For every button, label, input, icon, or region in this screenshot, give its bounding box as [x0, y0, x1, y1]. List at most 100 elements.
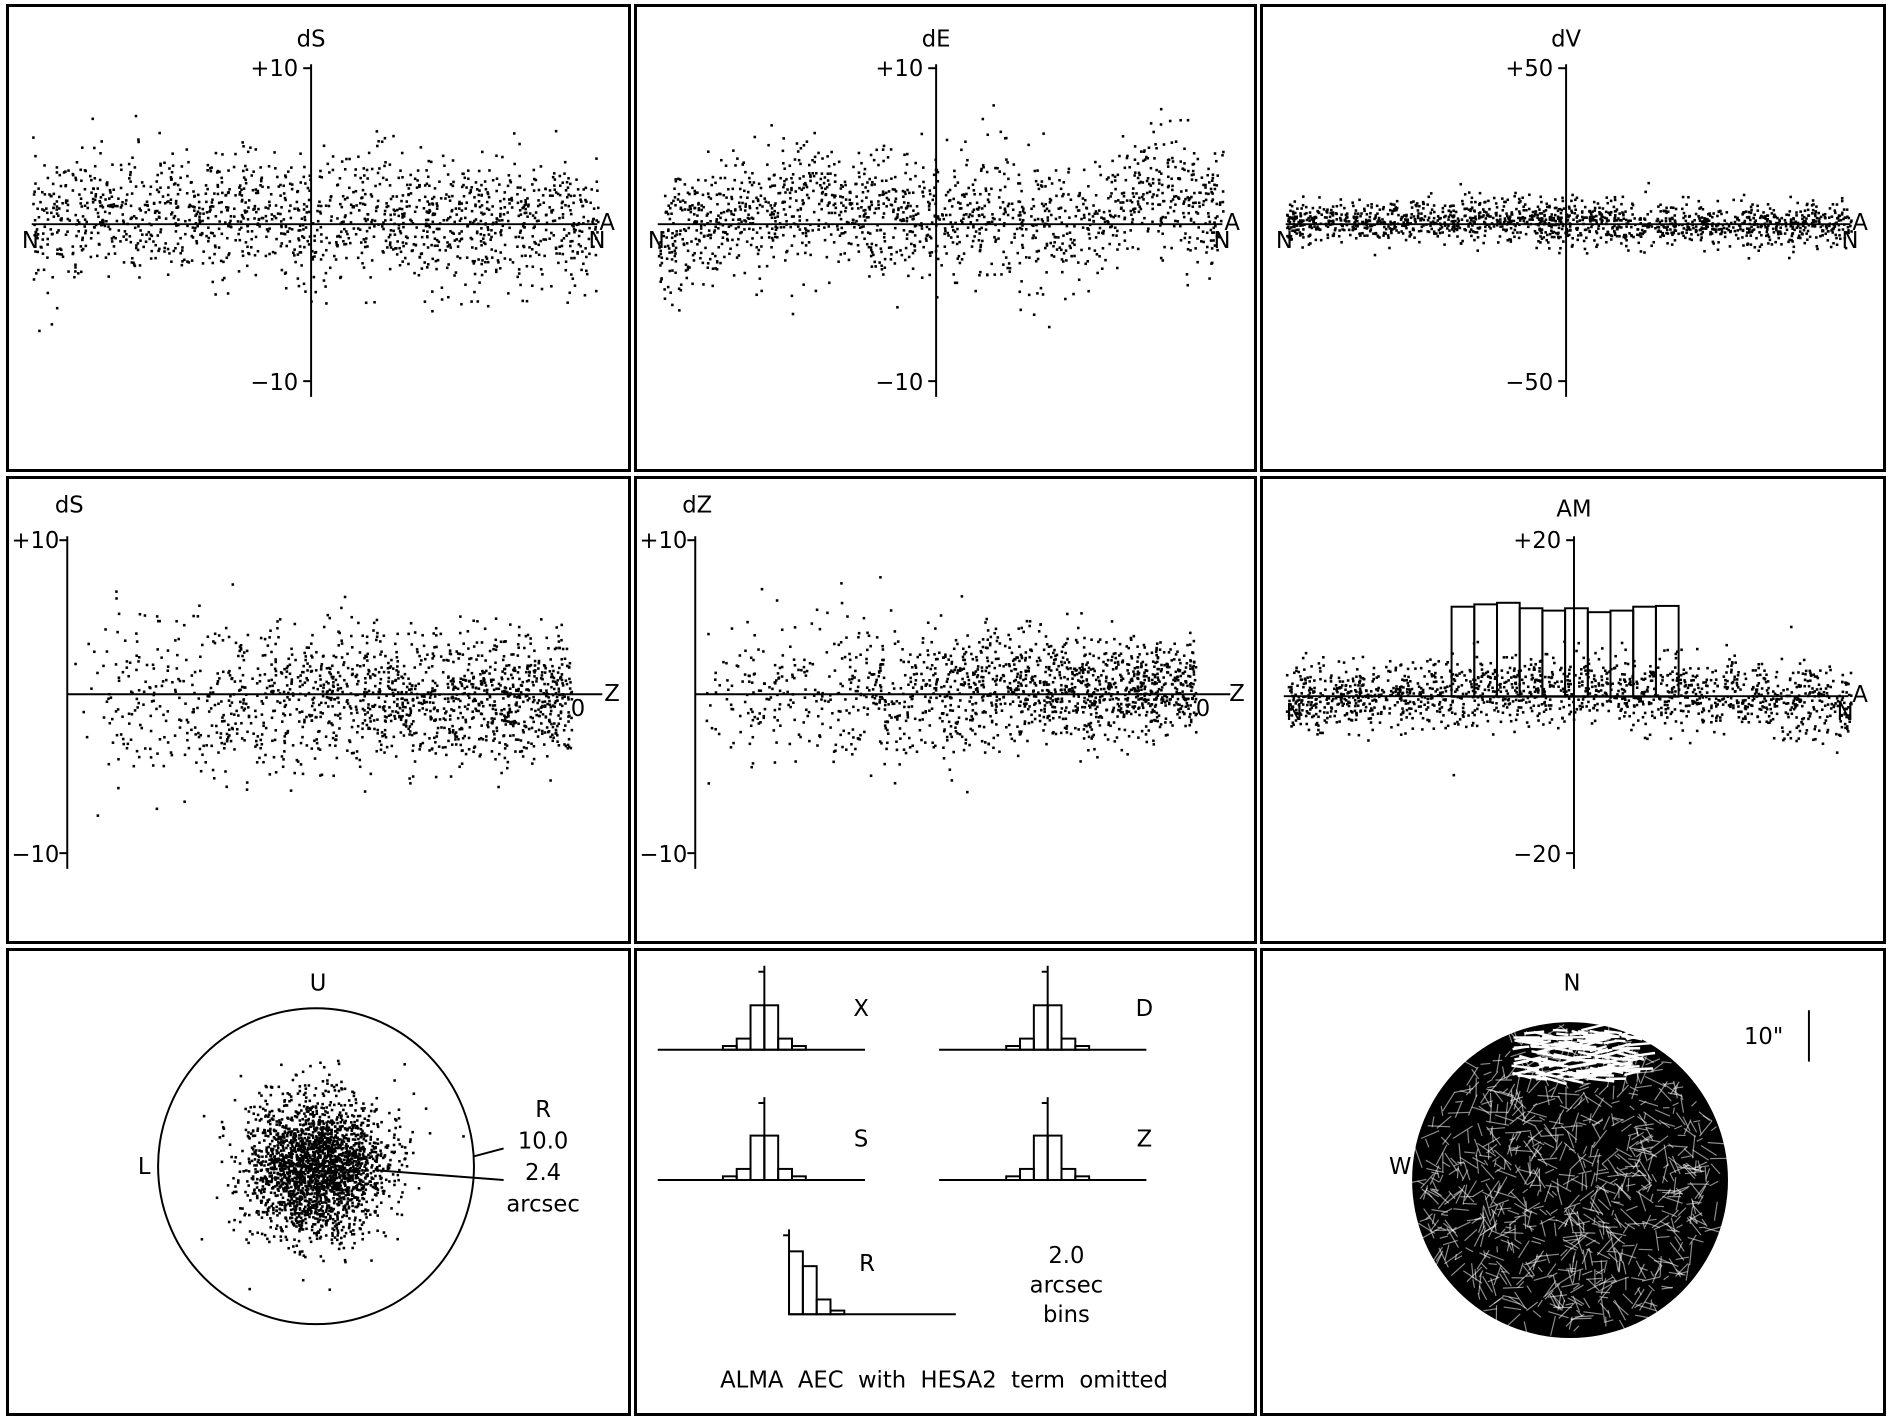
scatter-point: [1061, 242, 1064, 245]
scatter-point: [295, 200, 299, 204]
scatter-point: [764, 200, 768, 204]
scatter-point: [174, 202, 178, 205]
scatter-point: [1174, 203, 1177, 206]
scatter-point: [1839, 237, 1842, 241]
scatter-point: [363, 203, 367, 207]
scatter-point: [527, 674, 531, 677]
scatter-point: [1536, 205, 1540, 209]
scatter-point: [1649, 210, 1653, 213]
scatter-point: [293, 248, 296, 251]
scatter-point: [743, 189, 746, 193]
scatter-point: [569, 240, 572, 243]
scatter-point: [470, 209, 474, 213]
scatter-point: [1399, 218, 1403, 221]
scatter-point: [1630, 225, 1633, 229]
scatter-point: [130, 261, 134, 264]
scatter-point: [1815, 216, 1819, 220]
scatter-point: [1155, 194, 1159, 197]
scatter-point: [1510, 219, 1513, 223]
scatter-point: [432, 701, 435, 705]
scatter-point: [299, 152, 302, 155]
scatter-point: [1154, 143, 1157, 146]
scatter-point: [730, 195, 733, 199]
scatter-point: [1800, 232, 1804, 235]
scatter-point: [254, 191, 258, 195]
scatter-point: [830, 150, 833, 154]
scatter-point: [199, 233, 202, 236]
scatter-point: [1727, 228, 1730, 232]
scatter-point: [1211, 173, 1215, 177]
scatter-point: [340, 221, 344, 224]
scatter-point: [470, 186, 473, 189]
scatter-point: [1758, 216, 1762, 220]
scatter-point: [1318, 196, 1321, 199]
scatter-point: [521, 299, 525, 303]
scatter-point: [57, 229, 60, 232]
scatter-point: [383, 164, 386, 168]
plot-dS-vs-zenith: dS +10 −10 0 Z: [11, 493, 620, 869]
scatter-point: [185, 148, 189, 151]
scatter-point: [847, 258, 851, 262]
scatter-point: [1062, 192, 1065, 196]
scatter-point: [280, 206, 283, 209]
scatter-point: [512, 722, 516, 725]
scatter-point: [324, 204, 328, 208]
scatter-point: [1593, 239, 1596, 242]
scatter-point: [525, 670, 528, 674]
scatter-point: [1778, 219, 1781, 223]
scatter-point: [891, 188, 895, 191]
scatter-point: [1831, 231, 1835, 234]
scatter-point: [260, 733, 264, 736]
scatter-point: [1221, 153, 1224, 157]
scatter-point: [686, 249, 690, 253]
scatter-point: [404, 719, 408, 722]
scatter-point: [1701, 230, 1704, 234]
scatter-point: [1429, 192, 1433, 195]
scatter-point: [1115, 266, 1119, 270]
scatter-point: [132, 263, 136, 266]
scatter-point: [1455, 224, 1459, 227]
scatter-point: [1789, 218, 1793, 221]
scatter-point: [1017, 182, 1020, 185]
scatter-point: [1416, 214, 1420, 218]
scatter-point: [108, 197, 111, 200]
scatter-point: [793, 158, 797, 161]
scatter-point: [1764, 217, 1767, 221]
scatter-point: [1699, 206, 1703, 209]
scatter-point: [244, 201, 247, 204]
scatter-point: [971, 214, 974, 218]
scatter-point: [1600, 213, 1604, 216]
scatter-point: [308, 189, 311, 192]
scatter-point: [913, 243, 916, 247]
scatter-point: [701, 261, 705, 265]
scatter-point: [1297, 220, 1300, 224]
scatter-point: [1202, 240, 1205, 244]
scatter-point: [322, 625, 326, 629]
scatter-point: [1540, 200, 1543, 204]
scatter-point: [679, 229, 682, 232]
scatter-point: [977, 238, 981, 242]
scatter-point: [473, 272, 477, 276]
scatter-point: [542, 238, 545, 241]
scatter-point: [1696, 233, 1700, 237]
scatter-point: [1749, 218, 1752, 222]
scatter-point: [1708, 214, 1712, 217]
scatter-point: [33, 233, 36, 237]
scatter-point: [1560, 208, 1564, 212]
scatter-point: [860, 206, 863, 209]
scatter-point: [148, 237, 151, 241]
scatter-point: [1689, 228, 1692, 231]
scatter-point: [714, 254, 717, 258]
scatter-point: [241, 141, 244, 144]
scatter-point: [80, 179, 83, 183]
scatter-point: [1050, 253, 1054, 257]
plot-dS-vs-azimuth: dS +10 −10 N N A: [22, 26, 615, 397]
scatter-point: [213, 192, 216, 195]
scatter-point: [1790, 238, 1793, 242]
scatter-point: [297, 208, 301, 212]
scatter-point: [247, 199, 251, 202]
scatter-point: [543, 731, 547, 734]
scatter-point: [1073, 243, 1076, 247]
scatter-point: [1390, 203, 1394, 206]
scatter-point: [456, 255, 459, 258]
